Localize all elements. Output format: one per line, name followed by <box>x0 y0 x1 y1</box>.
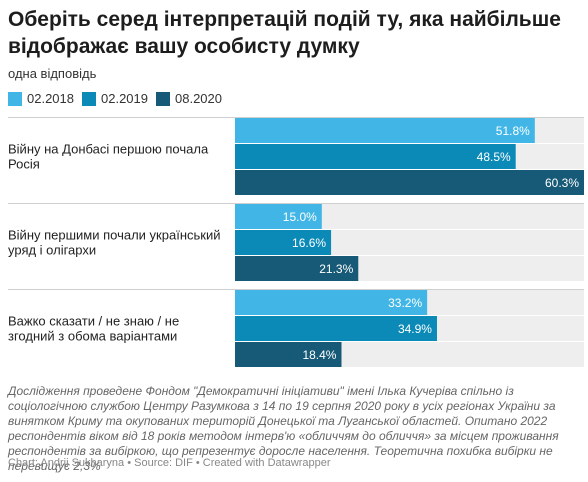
legend-swatch-2019 <box>82 91 96 106</box>
chart-notes: Дослідження проведене Фондом "Демократич… <box>8 384 559 473</box>
bar-group-2-02.2019 <box>235 230 332 255</box>
bar-group-1-02.2019 <box>235 144 516 169</box>
value-label-group-3-08.2020: 18.4% <box>302 348 336 362</box>
category-label-1: Війну на Донбасі першою почала Росія <box>8 142 209 172</box>
value-label-group-1-02.2018: 51.8% <box>496 124 530 138</box>
legend-swatch-2018 <box>8 91 22 106</box>
chart-subtitle: одна відповідь <box>8 66 97 81</box>
legend: 02.2018 02.2019 08.2020 <box>8 91 222 106</box>
bar-group-3-02.2018 <box>235 290 428 315</box>
bar-group-2-02.2018 <box>235 204 322 229</box>
legend-item-2018: 02.2018 <box>8 91 74 106</box>
value-label-group-1-02.2019: 48.5% <box>477 150 511 164</box>
bar-group-1-02.2018 <box>235 118 535 143</box>
bar-group-3-08.2020 <box>235 342 342 367</box>
bar-group-1-08.2020 <box>235 170 584 195</box>
legend-swatch-2020 <box>156 91 170 106</box>
chart-byline: Chart: Andrii Sukharyna • Source: DIF • … <box>8 457 331 469</box>
value-label-group-2-02.2019: 16.6% <box>292 236 326 250</box>
legend-item-2019: 02.2019 <box>82 91 148 106</box>
legend-item-2020: 08.2020 <box>156 91 222 106</box>
bar-group-3-02.2019 <box>235 316 437 341</box>
legend-label-2020: 08.2020 <box>175 91 222 106</box>
category-label-2: Війну першими почали український уряд і о… <box>8 228 220 258</box>
value-label-group-3-02.2018: 33.2% <box>388 296 422 310</box>
value-label-group-2-08.2020: 21.3% <box>319 262 353 276</box>
value-label-group-2-02.2018: 15.0% <box>283 210 317 224</box>
bar-group-2-08.2020 <box>235 256 359 281</box>
value-label-group-1-08.2020: 60.3% <box>545 176 579 190</box>
value-label-group-3-02.2019: 34.9% <box>398 322 432 336</box>
chart-title: Оберіть серед інтерпретацій подій ту, як… <box>8 8 561 58</box>
legend-label-2018: 02.2018 <box>27 91 74 106</box>
category-label-3: Важко сказати / не знаю / не згодний з об… <box>8 314 179 344</box>
legend-label-2019: 02.2019 <box>101 91 148 106</box>
